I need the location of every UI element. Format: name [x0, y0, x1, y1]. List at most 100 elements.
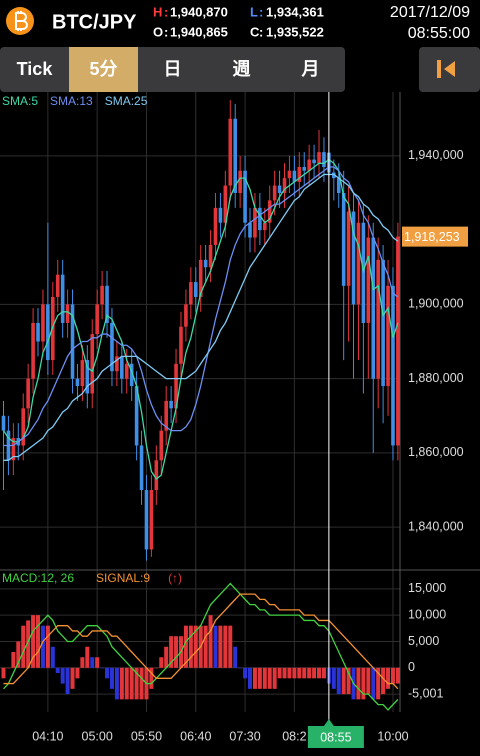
histogram-bar	[188, 625, 193, 668]
tab[interactable]: Tick	[17, 59, 54, 79]
histogram-bar	[341, 667, 346, 695]
candle-body	[272, 185, 277, 201]
date: 2017/12/09	[390, 4, 470, 21]
series-line	[3, 593, 399, 690]
y-tick-label: 1,860,000	[408, 445, 464, 459]
candle-body	[223, 185, 228, 223]
candle-body	[292, 170, 297, 182]
histogram-bar	[40, 625, 45, 668]
histogram-bar	[164, 646, 169, 668]
candle-body	[243, 170, 247, 223]
candle-body	[381, 259, 385, 387]
series-line	[3, 166, 399, 447]
histogram-bar	[223, 625, 228, 668]
histogram-bar	[174, 636, 179, 668]
histogram-bar	[381, 667, 386, 695]
histogram-bar	[277, 667, 282, 679]
y-tick-label: 0	[408, 660, 415, 674]
candle-body	[208, 244, 213, 268]
open-value: 1,940,865	[170, 24, 228, 39]
candle-body	[287, 170, 292, 179]
x-tick-label: 10:00	[377, 729, 408, 743]
histogram-bar	[85, 646, 90, 668]
candle-body	[115, 356, 119, 372]
tab-selected-bg[interactable]	[69, 47, 138, 92]
x-tick-label: 07:30	[229, 729, 260, 743]
histogram-bar	[257, 667, 262, 689]
candle-body	[124, 363, 129, 379]
series-line	[2, 158, 399, 480]
tab[interactable]: 5分	[89, 59, 117, 79]
candle-body	[95, 304, 99, 335]
histogram-bar	[139, 667, 144, 700]
crosshair-badge	[307, 726, 364, 748]
histogram-bar	[213, 625, 218, 668]
candle-body	[198, 259, 203, 297]
candle-body	[174, 363, 178, 409]
candle-body	[396, 236, 400, 446]
histogram-bar	[11, 652, 16, 668]
candle-body	[258, 207, 262, 231]
low-value: 1,934,361	[266, 4, 324, 19]
tab[interactable]: 日	[164, 59, 182, 79]
histogram-bar	[16, 641, 21, 668]
y-tick-label: 1,880,000	[408, 371, 464, 385]
candle-body	[332, 172, 336, 179]
candle-body	[1, 415, 6, 431]
histogram-bar	[95, 657, 100, 668]
candle-body	[282, 178, 287, 193]
last-price-label: 1,918,253	[404, 230, 460, 244]
candle-body	[85, 360, 90, 394]
legend-entry: SMA:5	[2, 94, 38, 108]
tab[interactable]: 月	[301, 59, 320, 79]
histogram-bar	[292, 667, 297, 679]
y-tick-label: 1,940,000	[408, 148, 464, 162]
candle-body	[317, 152, 321, 164]
histogram-bar	[287, 667, 292, 679]
histogram-bar	[366, 667, 371, 695]
histogram-bar	[134, 667, 139, 700]
candle-body	[65, 304, 70, 323]
candle-body	[366, 237, 371, 323]
histogram-bar	[114, 667, 119, 700]
y-tick-label: 5,000	[408, 634, 439, 648]
candle-body	[179, 326, 183, 364]
candle-body	[26, 378, 30, 409]
candle-body	[41, 304, 45, 342]
candle-body	[233, 118, 238, 193]
y-tick-label: 1,900,000	[408, 297, 464, 311]
macd-annotation: (↑)	[168, 571, 182, 585]
time: 08:55:00	[408, 25, 470, 42]
colon: :	[164, 4, 168, 19]
candle-body	[46, 304, 50, 361]
histogram-bar	[386, 667, 391, 689]
histogram-bar	[208, 615, 213, 668]
y-tick-label: -5,001	[408, 686, 443, 700]
histogram-bar	[317, 667, 322, 679]
candle-body	[21, 408, 26, 446]
candle-body	[262, 222, 267, 231]
histogram-bar	[233, 646, 238, 668]
plot: 1,940,000 1,900,000 1,880,000 1,860,000 1,84…	[0, 92, 480, 748]
candle-body	[213, 207, 218, 245]
candle-body	[36, 322, 40, 342]
candle-body	[307, 159, 311, 171]
histogram-bar	[100, 667, 105, 669]
candle-body	[90, 334, 95, 394]
candle-body	[154, 460, 159, 491]
x-tick-label: 08:2	[282, 729, 306, 743]
candle-body	[267, 200, 272, 223]
tab[interactable]: 週	[233, 59, 251, 79]
histogram-bar	[297, 667, 302, 679]
crosshair-label: 08:55	[320, 730, 351, 744]
histogram-bar	[203, 625, 208, 668]
histogram-bar	[193, 625, 198, 668]
y-tick-label: 15,000	[408, 581, 446, 595]
histogram-bar	[45, 625, 50, 668]
candle-body	[105, 285, 109, 323]
legend-entry: SMA:25	[105, 94, 148, 108]
candle-body	[31, 322, 35, 379]
colon: :	[259, 4, 263, 19]
close-value: 1,935,522	[266, 24, 324, 39]
candle-body	[248, 222, 252, 238]
